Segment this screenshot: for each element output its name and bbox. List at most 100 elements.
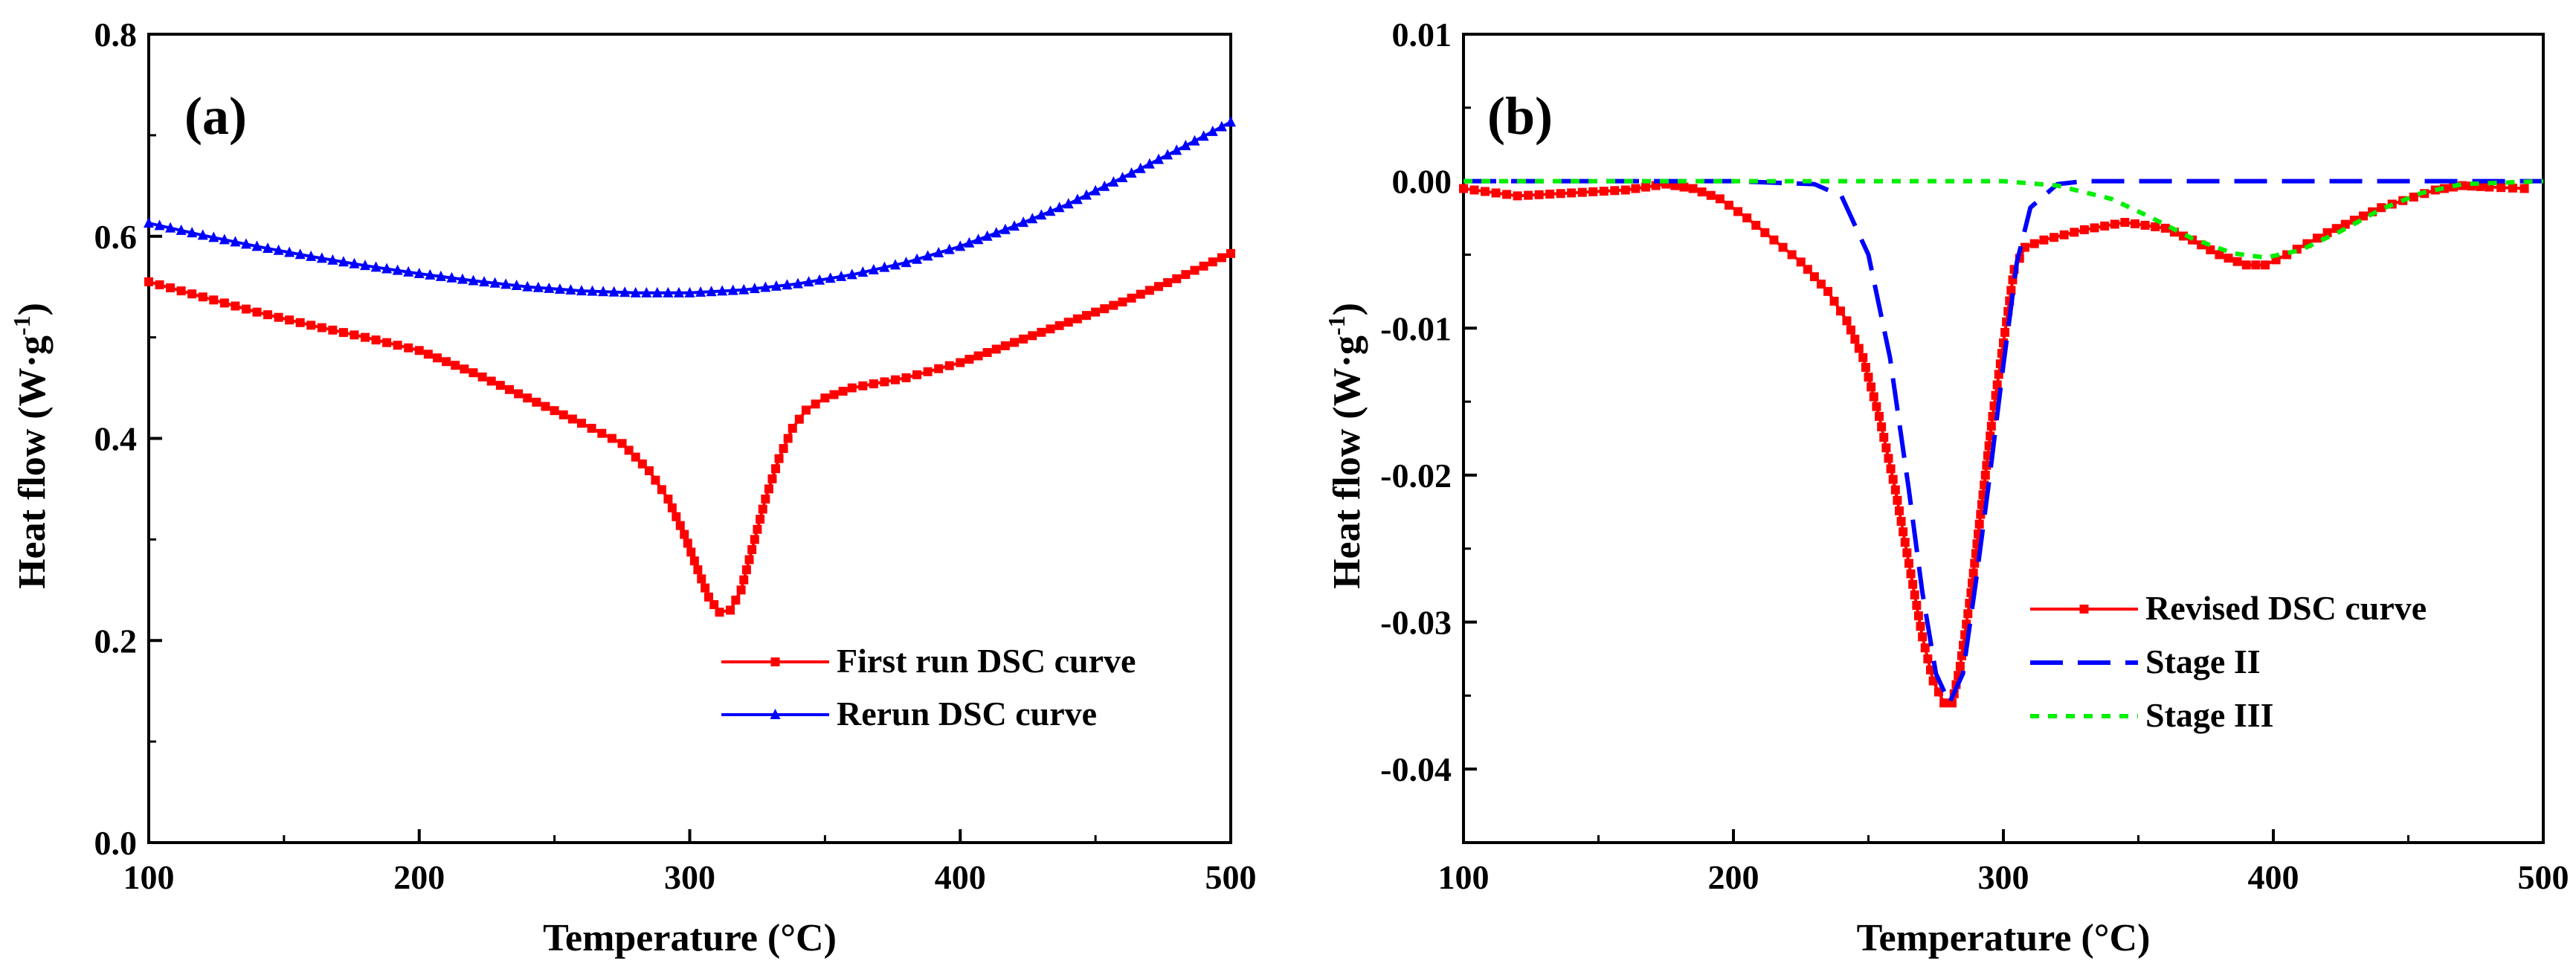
data-point	[973, 234, 984, 245]
data-point	[1153, 153, 1164, 164]
data-point	[495, 381, 505, 390]
x-tick-label: 400	[935, 858, 986, 896]
data-point	[663, 495, 673, 504]
data-point	[1172, 274, 1182, 283]
data-point	[1829, 297, 1839, 306]
data-point	[208, 231, 219, 242]
data-point	[991, 344, 1001, 354]
data-point	[457, 273, 468, 284]
data-point	[1090, 184, 1101, 196]
data-point	[933, 247, 944, 258]
data-point	[739, 575, 749, 585]
data-point	[1207, 125, 1218, 136]
data-point	[709, 600, 719, 610]
data-point	[1144, 158, 1155, 169]
data-point	[1054, 202, 1065, 213]
x-tick-label: 300	[664, 858, 715, 896]
data-point	[1109, 300, 1118, 310]
panel-a-legend-label-rerun: Rerun DSC curve	[837, 695, 1097, 733]
data-point	[230, 236, 241, 247]
data-point	[706, 286, 717, 297]
series-line	[148, 251, 1231, 614]
data-point	[2079, 225, 2089, 234]
panel-a-label: (a)	[184, 86, 247, 146]
data-point	[1867, 382, 1876, 392]
data-point	[263, 242, 274, 254]
data-point	[1706, 190, 1716, 200]
data-point	[425, 268, 436, 280]
data-point	[770, 280, 782, 291]
data-point	[1787, 250, 1797, 260]
data-point	[285, 315, 294, 325]
data-point	[1027, 213, 1038, 224]
data-point	[1864, 373, 1873, 382]
data-point	[2215, 250, 2224, 260]
y-tick-label: -0.03	[1380, 604, 1452, 642]
data-point	[738, 283, 750, 295]
data-point	[550, 406, 559, 416]
data-point	[197, 229, 208, 240]
data-point	[923, 367, 933, 376]
panel-b-legend-label-stage-iii: Stage III	[2145, 696, 2274, 734]
data-point	[2496, 183, 2506, 193]
series-rerun-dsc-curve	[144, 116, 1236, 297]
data-point	[577, 419, 586, 428]
data-point	[1545, 190, 1555, 199]
data-point	[607, 434, 616, 443]
y-tick-label: -0.04	[1380, 750, 1452, 788]
data-point	[328, 325, 338, 335]
data-point	[451, 361, 460, 370]
data-point	[651, 475, 660, 485]
data-point	[219, 234, 230, 245]
data-point	[273, 244, 284, 255]
data-point	[1181, 270, 1191, 280]
data-point	[1072, 314, 1082, 324]
x-tick-label: 400	[2248, 858, 2299, 896]
data-point	[1189, 135, 1200, 146]
data-point	[1846, 325, 1855, 335]
data-point	[489, 277, 500, 288]
data-point	[901, 373, 911, 382]
data-point	[684, 286, 695, 297]
data-point	[731, 595, 741, 605]
data-point	[511, 280, 522, 291]
data-point	[2179, 231, 2188, 241]
data-point	[1144, 286, 1154, 295]
data-point	[758, 504, 767, 514]
data-point	[522, 280, 533, 292]
data-point	[1199, 261, 1208, 271]
data-point	[1912, 600, 1922, 610]
data-point	[753, 524, 762, 534]
panel-a-legend-label-first-run: First run DSC curve	[837, 642, 1136, 680]
data-point	[2140, 220, 2150, 230]
panel-b-legend-sample-revised	[2030, 605, 2138, 614]
panel-b-y-axis-title-main: Heat flow (W·g	[1326, 335, 1368, 589]
data-point	[825, 272, 836, 283]
data-point	[934, 364, 944, 373]
panel-a-y-axis-title-close: )	[11, 303, 54, 315]
data-point	[1854, 344, 1864, 353]
x-tick-label: 300	[1978, 858, 2029, 896]
data-point	[1877, 422, 1887, 431]
data-point	[423, 350, 433, 359]
data-point	[486, 376, 496, 386]
data-point	[973, 351, 983, 361]
data-point	[741, 565, 751, 575]
data-point	[663, 286, 674, 297]
data-point	[1697, 187, 1707, 197]
legend-marker	[770, 709, 781, 719]
data-point	[641, 286, 652, 297]
data-point	[403, 265, 414, 277]
series-line	[1464, 178, 2543, 706]
data-point	[2251, 260, 2261, 270]
panel-a-legend-sample-rerun	[721, 709, 829, 719]
data-point	[858, 381, 868, 390]
data-point	[767, 474, 777, 483]
data-point	[846, 268, 857, 280]
data-point	[788, 423, 797, 433]
data-point	[1198, 130, 1209, 141]
panel-a-x-axis-title: Temperature (°C)	[543, 917, 837, 959]
data-point	[631, 452, 640, 462]
data-point	[371, 335, 381, 345]
data-point	[598, 286, 609, 297]
